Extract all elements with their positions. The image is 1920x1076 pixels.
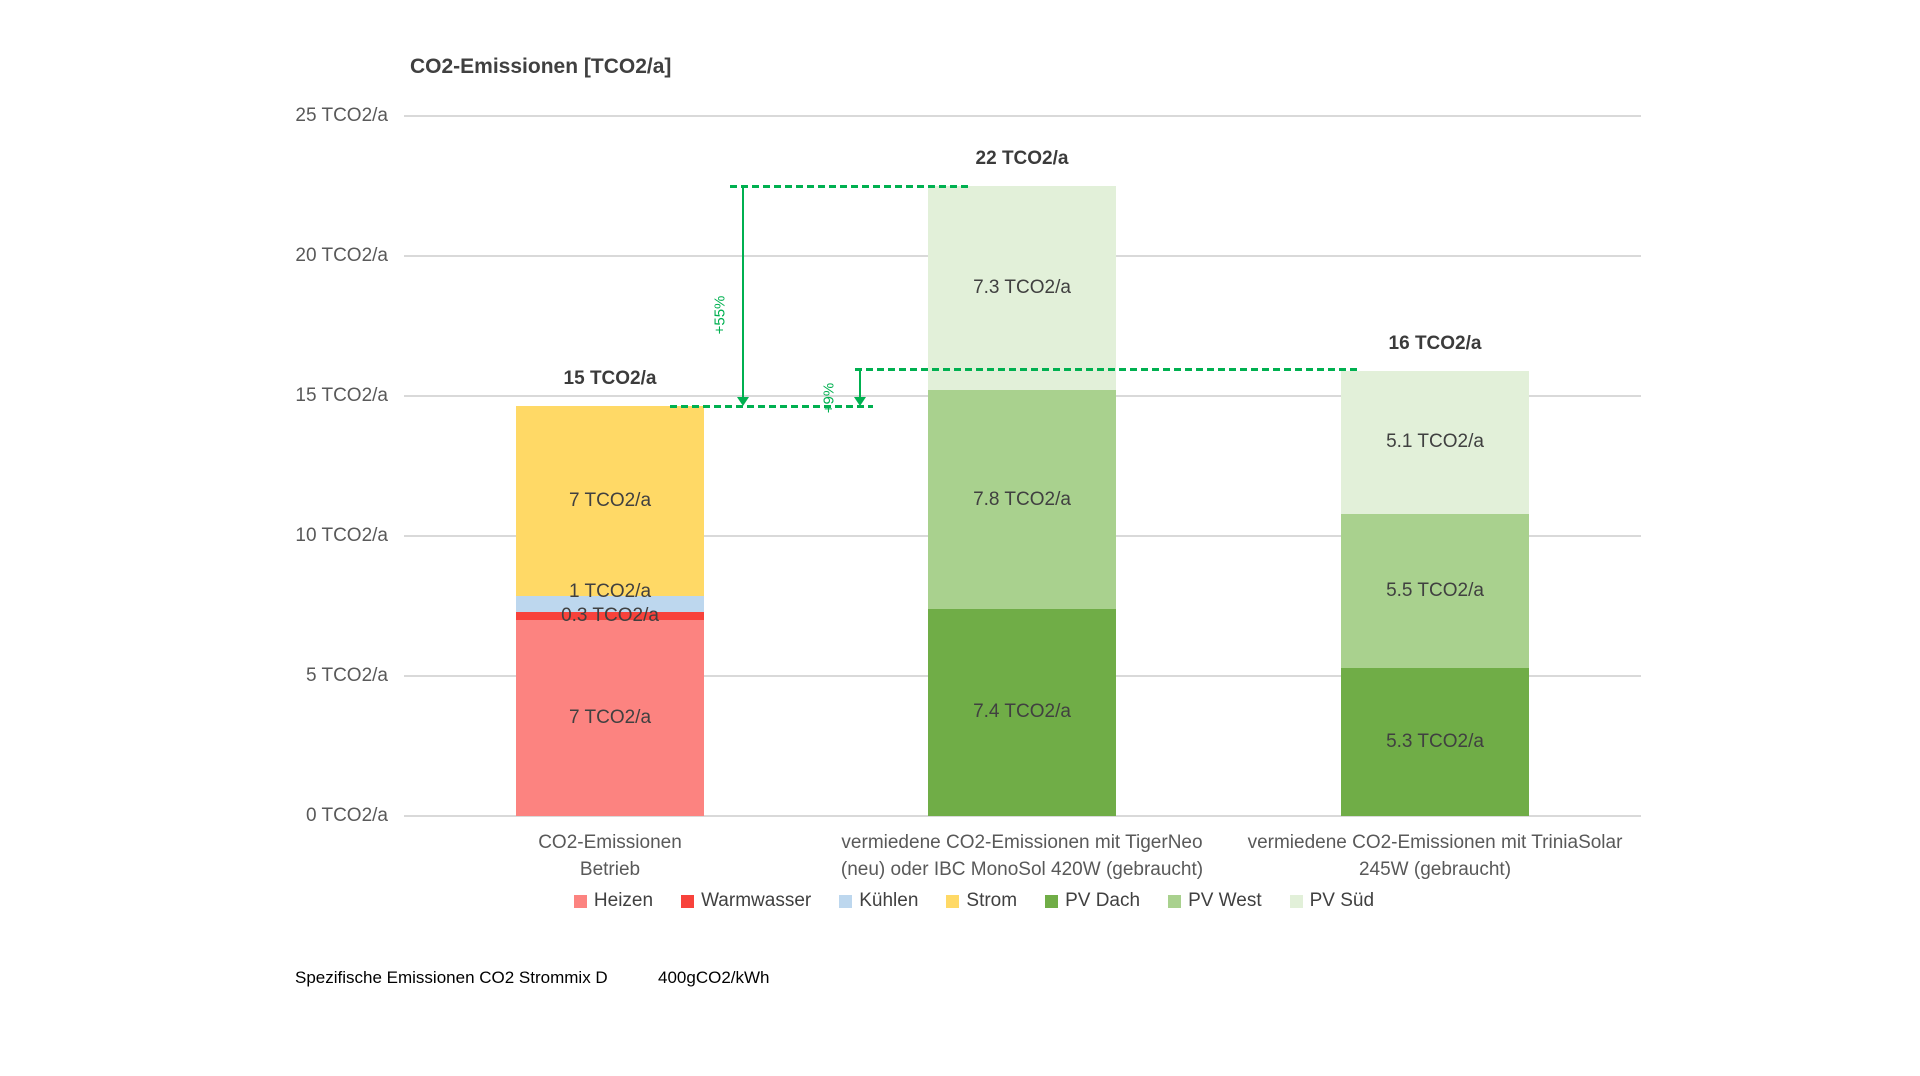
y-axis-tick-label: 20 TCO2/a	[295, 245, 388, 266]
legend-swatch	[681, 894, 695, 908]
legend-label: Warmwasser	[701, 890, 812, 911]
legend-item-warmwasser: Warmwasser	[681, 890, 811, 912]
segment-value-label: 5.3 TCO2/a	[1386, 730, 1484, 752]
legend-swatch	[573, 894, 587, 908]
legend-item-k-hlen: Kühlen	[839, 890, 918, 912]
delta-arrow-line	[859, 369, 861, 397]
segment-value-label: 1 TCO2/a	[568, 580, 652, 602]
bar-segment-pv-dach	[928, 608, 1116, 816]
y-axis-tick-label: 10 TCO2/a	[295, 525, 388, 546]
bar-total-label: 16 TCO2/a	[1388, 332, 1482, 354]
segment-value-label: 7.4 TCO2/a	[973, 701, 1071, 723]
category-label-line: (neu) oder IBC MonoSol 420W (gebraucht)	[840, 859, 1204, 880]
bar-segment-pv-s-d	[928, 186, 1116, 391]
legend-label: PV Dach	[1065, 890, 1141, 911]
segment-value-label: 7.8 TCO2/a	[973, 488, 1071, 510]
legend-item-strom: Strom	[946, 890, 1017, 912]
bar-total-label: 15 TCO2/a	[563, 367, 657, 389]
legend-item-pv-s-d: PV Süd	[1289, 890, 1375, 912]
bar-segment-k-hlen	[516, 596, 704, 612]
bar-segment-pv-dach	[1341, 667, 1529, 816]
delta-percent-label: +55%	[711, 295, 729, 335]
legend-label: PV Süd	[1309, 890, 1375, 911]
legend-label: Kühlen	[859, 890, 919, 911]
legend-label: PV West	[1188, 890, 1262, 911]
delta-dashed-line-level-of-15-bar	[670, 404, 873, 408]
bar-total-label: 22 TCO2/a	[975, 148, 1069, 169]
delta-dashed-line-level-of-22-bar	[730, 185, 968, 188]
legend-swatch	[1289, 894, 1303, 908]
delta-percent-label: +9%	[820, 382, 838, 414]
gridline	[404, 815, 1641, 817]
category-label-line: Betrieb	[579, 859, 641, 880]
legend-swatch	[1168, 894, 1182, 908]
segment-value-label: 7.3 TCO2/a	[973, 277, 1071, 299]
segment-value-label: 5.5 TCO2/a	[1386, 579, 1484, 601]
segment-value-label: 7 TCO2/a	[568, 490, 652, 511]
delta-arrow-head	[854, 396, 866, 406]
bar-segment-pv-west	[928, 390, 1116, 609]
category-label-line: CO2-Emissionen	[538, 832, 682, 853]
category-label: CO2-Emissionen Betrieb	[390, 829, 830, 883]
legend-label: Heizen	[593, 890, 654, 911]
category-label: vermiedene CO2-Emissionen mit TigerNeo (n…	[802, 829, 1242, 883]
bar-segment-heizen	[516, 620, 704, 816]
category-label-line: vermiedene CO2-Emissionen mit TriniaSola…	[1247, 832, 1623, 853]
segment-value-label: 5.1 TCO2/a	[1386, 431, 1484, 453]
footer-value: 400gCO2/kWh	[658, 968, 770, 987]
chart-legend: Heizen Warmwasser Kühlen Strom PV Dach PV Wes…	[404, 888, 1544, 914]
gridline	[404, 115, 1641, 117]
legend-swatch	[1045, 894, 1059, 908]
chart-title: CO2-Emissionen [TCO2/a]	[410, 55, 672, 78]
legend-item-heizen: Heizen	[573, 890, 654, 912]
delta-dashed-line-level-of-16-bar	[855, 368, 1360, 372]
legend-label: Strom	[966, 890, 1018, 911]
bar-segment-pv-s-d	[1341, 370, 1529, 514]
y-axis-tick-label: 0 TCO2/a	[305, 805, 388, 826]
y-axis-tick-label: 5 TCO2/a	[305, 665, 388, 686]
y-axis-tick-label: 25 TCO2/a	[295, 105, 388, 126]
delta-arrow-line	[742, 186, 744, 397]
category-label: vermiedene CO2-Emissionen mit TriniaSola…	[1215, 829, 1655, 883]
delta-arrow-head	[737, 396, 749, 406]
segment-value-label: 7 TCO2/a	[568, 707, 652, 728]
footer-note: Spezifische Emissionen CO2 Strommix D	[295, 968, 608, 987]
bar-segment-pv-west	[1341, 513, 1529, 668]
y-axis-tick-label: 15 TCO2/a	[295, 385, 388, 406]
legend-item-pv-west: PV West	[1168, 890, 1262, 912]
bar-segment-warmwasser	[516, 611, 704, 620]
category-label-line: 245W (gebraucht)	[1358, 859, 1512, 880]
legend-swatch	[946, 894, 960, 908]
bar-segment-strom	[516, 405, 704, 597]
category-label-line: vermiedene CO2-Emissionen mit TigerNeo	[841, 832, 1203, 853]
segment-value-label: 0.3 TCO2/a	[561, 604, 659, 626]
legend-swatch	[839, 894, 853, 908]
legend-item-pv-dach: PV Dach	[1045, 890, 1140, 912]
